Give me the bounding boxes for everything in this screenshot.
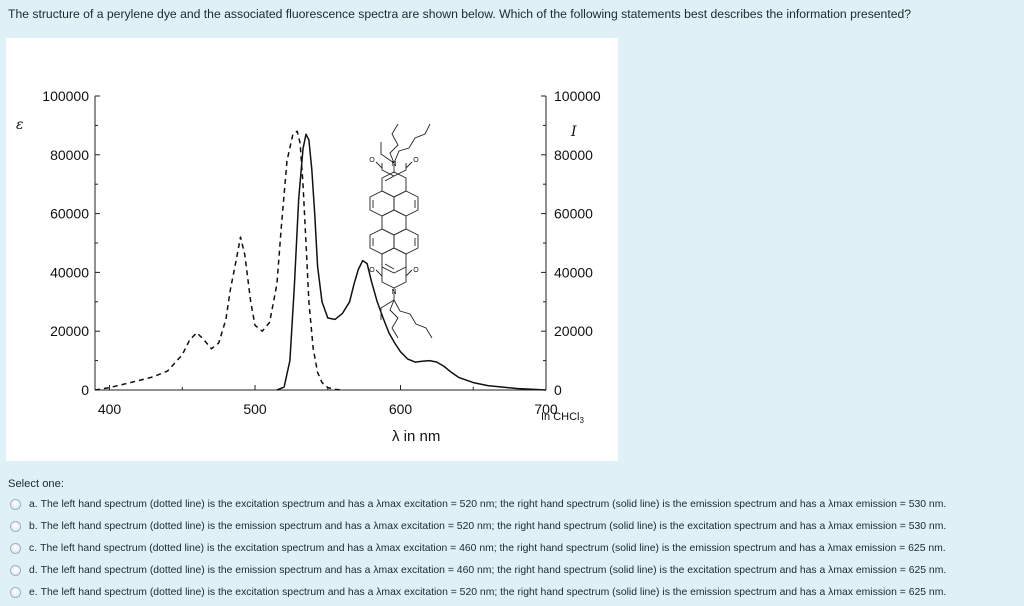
x-tick-label: 400 — [98, 401, 122, 417]
x-tick-label: 700 — [534, 401, 558, 417]
option-a[interactable]: a. The left hand spectrum (dotted line) … — [10, 494, 1020, 516]
atom-label: N — [391, 289, 396, 296]
y-tick-label-left: 0 — [81, 382, 89, 398]
option-d[interactable]: d. The left hand spectrum (dotted line) … — [10, 559, 1020, 581]
x-ticks: 400 500 600 700 — [98, 385, 558, 417]
x-tick-label: 500 — [243, 401, 267, 417]
y-tick-label-right: 80000 — [554, 147, 593, 163]
perylene-structure — [369, 123, 433, 339]
radio-c[interactable] — [10, 542, 21, 554]
atom-label: O — [413, 267, 419, 274]
y-tick-label-left: 80000 — [50, 147, 89, 163]
radio-b[interactable] — [10, 521, 21, 533]
option-b[interactable]: b. The left hand spectrum (dotted line) … — [10, 516, 1020, 538]
option-letter: a. — [29, 499, 38, 511]
y-tick-label-right: 100000 — [554, 88, 601, 104]
structure-atom-labels: O N O O N O — [369, 157, 419, 296]
y-tick-label-right: 20000 — [554, 323, 593, 339]
option-text: The left hand spectrum (dotted line) is … — [40, 564, 947, 576]
spectrum-figure: 0 20000 40000 60000 80000 100000 0 20000 40000 6… — [6, 38, 618, 461]
option-letter: b. — [29, 521, 38, 533]
x-tick-label: 600 — [389, 401, 413, 417]
option-text: The left hand spectrum (dotted line) is … — [40, 499, 947, 511]
radio-e[interactable] — [10, 586, 21, 598]
y-tick-label-left: 40000 — [50, 264, 89, 280]
option-c[interactable]: c. The left hand spectrum (dotted line) … — [10, 538, 1020, 560]
option-e[interactable]: e. The left hand spectrum (dotted line) … — [10, 581, 1020, 603]
series-layer — [94, 130, 547, 391]
option-letter: d. — [29, 564, 38, 576]
atom-label: O — [413, 157, 419, 164]
y-tick-label-left: 100000 — [42, 88, 89, 104]
solid-spectrum-line — [276, 133, 547, 391]
option-letter: e. — [29, 586, 38, 598]
radio-d[interactable] — [10, 564, 21, 576]
dotted-spectrum-line — [94, 130, 343, 391]
right-ticks: 0 20000 40000 60000 80000 100000 — [541, 88, 601, 398]
y-tick-label-left: 20000 — [50, 323, 89, 339]
option-text: The left hand spectrum (dotted line) is … — [40, 586, 947, 598]
atom-label: N — [391, 161, 396, 168]
y-tick-label-right: 40000 — [554, 264, 593, 280]
left-ticks: 0 20000 40000 60000 80000 100000 — [42, 88, 100, 398]
y-tick-label-right: 0 — [554, 382, 562, 398]
question-text: The structure of a perylene dye and the … — [8, 7, 912, 21]
option-text: The left hand spectrum (dotted line) is … — [40, 521, 947, 533]
select-one-label: Select one: — [8, 478, 64, 490]
atom-label: O — [369, 157, 375, 164]
answer-options: a. The left hand spectrum (dotted line) … — [10, 494, 1020, 603]
option-text: The left hand spectrum (dotted line) is … — [40, 542, 946, 554]
chart-axes — [94, 96, 547, 391]
solvent-annotation: In CHCl3 — [541, 411, 585, 425]
right-axis-title: I — [570, 124, 577, 140]
y-tick-label-left: 60000 — [50, 206, 89, 222]
radio-a[interactable] — [10, 499, 21, 511]
option-letter: c. — [29, 542, 38, 554]
spectrum-chart: 0 20000 40000 60000 80000 100000 0 20000 40000 6… — [16, 88, 601, 445]
x-axis-title: λ in nm — [392, 428, 440, 445]
left-axis-title: ε — [16, 117, 24, 133]
atom-label: O — [369, 267, 375, 274]
y-tick-label-right: 60000 — [554, 206, 593, 222]
